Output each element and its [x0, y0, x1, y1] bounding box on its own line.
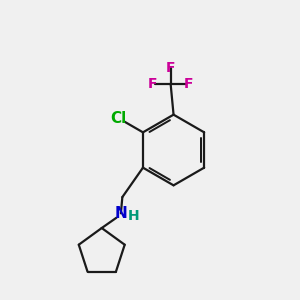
Text: F: F: [148, 77, 158, 91]
Text: H: H: [128, 209, 139, 223]
Text: N: N: [115, 206, 127, 221]
Text: F: F: [166, 61, 175, 75]
Text: F: F: [184, 77, 193, 91]
Text: Cl: Cl: [110, 111, 126, 126]
